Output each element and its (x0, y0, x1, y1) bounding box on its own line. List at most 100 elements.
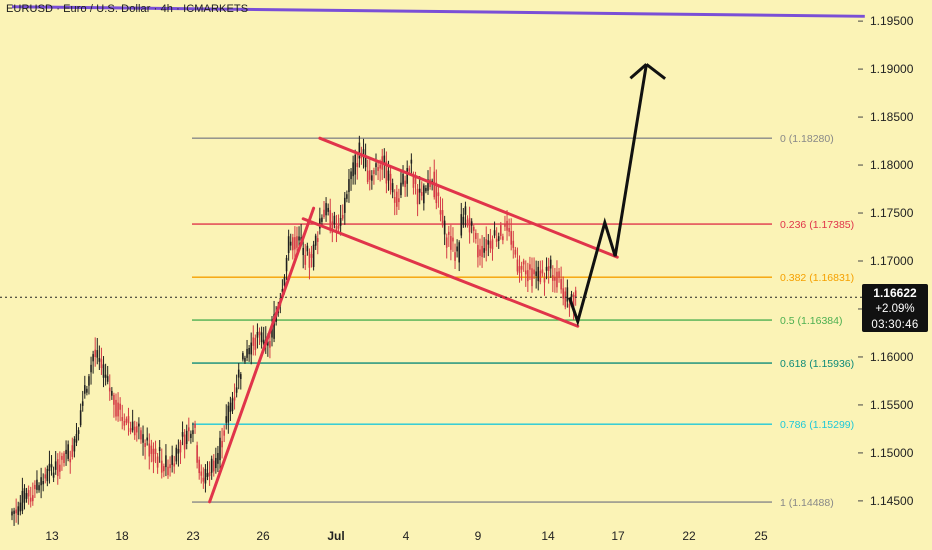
candle-body (40, 477, 42, 486)
price-change-percent: +2.09% (875, 303, 915, 315)
current-price-value: 1.16622 (873, 286, 917, 300)
candle-body (102, 364, 105, 378)
candle-body (539, 270, 542, 283)
candle-body (258, 331, 261, 336)
channel-upper-line (318, 136, 619, 259)
candle-body (81, 401, 84, 406)
candle-body (368, 170, 371, 180)
candle-body (252, 337, 255, 346)
candle-body (562, 288, 564, 299)
candle-body (456, 246, 458, 252)
candle-body (524, 270, 527, 275)
candle-body (65, 449, 67, 454)
candle-body (246, 348, 248, 358)
candle-body (212, 460, 215, 472)
candle-body (348, 179, 350, 193)
candle-body (470, 221, 473, 226)
candle-body (223, 430, 225, 436)
candle-body (204, 468, 207, 484)
candle-body (117, 402, 119, 417)
candle-body (554, 276, 556, 281)
price-tick-label: 1.19000 (870, 62, 914, 76)
candle-body (502, 236, 504, 241)
candle-body (175, 447, 178, 462)
candle-body (527, 270, 529, 282)
candle-body (497, 236, 500, 242)
candle-body (248, 348, 250, 355)
candle-body (287, 236, 290, 254)
candle-body (256, 331, 259, 338)
candle-body (460, 214, 463, 236)
candle-body (437, 192, 440, 197)
candle-body (15, 509, 17, 514)
candle-body (379, 164, 381, 169)
candle-body (516, 259, 519, 272)
candle-body (570, 294, 573, 298)
candle-body (547, 266, 550, 271)
candle-body (61, 455, 63, 460)
time-tick-label: 26 (256, 529, 270, 543)
candle-body (23, 488, 26, 503)
candle-body (423, 185, 425, 204)
candle-body (46, 468, 49, 482)
candle-body (329, 210, 332, 231)
price-tick-label: 1.15500 (870, 398, 914, 412)
time-tick-label: 22 (682, 529, 696, 543)
candle-body (310, 253, 313, 258)
candle-body (67, 444, 69, 459)
candle-body (231, 398, 234, 412)
fib-level-label: 0.5 (1.16384) (780, 315, 842, 327)
candle-body (96, 350, 99, 358)
candle-body (296, 236, 298, 248)
candle-body (77, 430, 80, 434)
candle-body (142, 434, 144, 443)
candle-body (69, 458, 72, 463)
candle-body (387, 170, 390, 181)
candle-body (321, 217, 323, 222)
candle-body (358, 142, 361, 159)
candle-body (335, 226, 338, 232)
symbol-title[interactable]: EURUSD · Euro / U.S. Dollar · 4h · ICMAR… (6, 3, 249, 15)
price-tick-label: 1.19500 (870, 14, 914, 28)
candle-body (63, 453, 65, 463)
candle-body (420, 192, 423, 196)
price-axis[interactable]: 1.145001.150001.155001.160001.165001.170… (858, 14, 914, 508)
candle-body (221, 440, 223, 448)
price-tick-label: 1.14500 (870, 494, 914, 508)
candle-body (373, 170, 375, 174)
candle-body (104, 374, 107, 378)
candle-body (533, 269, 535, 275)
candle-body (522, 260, 525, 265)
candle-body (520, 265, 523, 270)
candle-body (267, 341, 269, 346)
candle-body (88, 376, 90, 386)
candle-body (156, 456, 159, 468)
candle-body (133, 426, 136, 436)
candle-body (462, 216, 465, 225)
candle-body (537, 266, 540, 282)
candle-body (94, 349, 96, 357)
arrowhead-left (629, 63, 648, 80)
candle-body (556, 271, 558, 288)
candle-body (552, 275, 554, 281)
candle-body (472, 226, 475, 231)
candle-body (416, 188, 419, 205)
candle-body (32, 495, 34, 502)
candle-body (308, 251, 311, 268)
candle-body (100, 359, 103, 368)
candle-body (171, 455, 173, 465)
candle-body (495, 238, 498, 242)
candle-body (11, 511, 13, 516)
candle-body (21, 490, 24, 511)
price-tick-label: 1.18500 (870, 110, 914, 124)
candle-body (98, 357, 101, 362)
time-axis[interactable]: 13 18 23 26 Jul 4 9 14 17 22 25 (45, 529, 768, 543)
candle-body (325, 203, 327, 216)
candle-body (56, 459, 59, 477)
fib-level-label: 0.382 (1.16831) (780, 272, 854, 284)
candle-body (545, 266, 548, 271)
projection-path (568, 64, 648, 327)
candle-body (136, 426, 138, 433)
